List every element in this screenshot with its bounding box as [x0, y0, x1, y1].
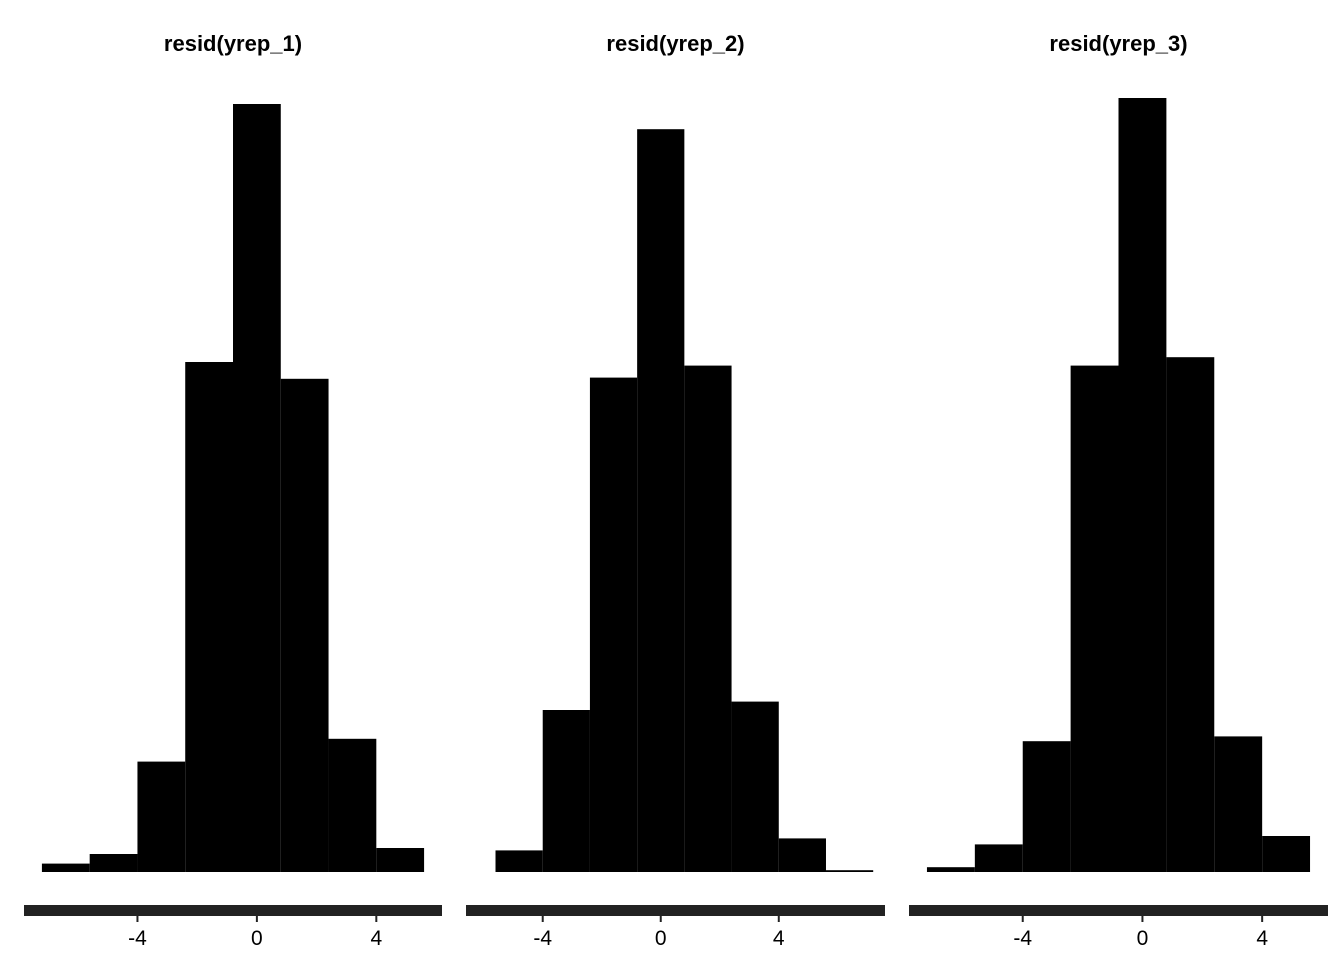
histogram-bar	[926, 867, 975, 872]
x-tick-label: -4	[533, 927, 552, 950]
x-axis-line	[909, 905, 1328, 916]
histogram-bar	[1022, 741, 1071, 872]
histogram-bar	[376, 848, 425, 872]
histogram-bar	[233, 104, 281, 872]
histogram-bar	[778, 838, 826, 872]
x-tick-label: 4	[1256, 927, 1268, 950]
histogram-bar	[974, 844, 1023, 872]
x-tick-label: 4	[773, 927, 785, 950]
histogram-bar	[637, 129, 685, 872]
histogram-bar	[41, 863, 90, 872]
histogram-bar	[731, 701, 779, 872]
panel-title: resid(yrep_2)	[606, 31, 744, 56]
histogram-bar	[1262, 836, 1311, 872]
histogram-bar	[589, 377, 638, 872]
histogram-bar	[1166, 357, 1215, 872]
histogram-bar	[825, 870, 874, 872]
histogram-bar	[328, 738, 377, 872]
histogram-bar	[280, 378, 329, 872]
x-tick-label: -4	[128, 927, 147, 950]
x-axis-line	[24, 905, 442, 916]
histogram-bar	[1118, 98, 1167, 872]
histogram-bar	[1070, 365, 1119, 872]
histogram-bar	[684, 365, 732, 872]
panel-title: resid(yrep_1)	[164, 31, 302, 56]
x-tick-label: 4	[370, 927, 382, 950]
x-tick-label: 0	[655, 927, 667, 950]
histogram-bar	[1214, 736, 1263, 872]
histogram-bar	[137, 761, 186, 872]
x-tick-label: 0	[251, 927, 263, 950]
x-tick-label: 0	[1137, 927, 1149, 950]
x-axis-line	[466, 905, 885, 916]
histogram-bar	[542, 710, 590, 872]
panel-1: resid(yrep_1) -4 0 4	[24, 31, 442, 950]
histogram-bar	[185, 362, 233, 872]
histogram-bar	[89, 854, 138, 872]
x-tick-label: -4	[1013, 927, 1032, 950]
panel-title: resid(yrep_3)	[1049, 31, 1187, 56]
panel-3: resid(yrep_3) -4 0 4	[909, 31, 1328, 950]
histogram-bar	[495, 850, 543, 872]
panel-2: resid(yrep_2) -4 0 4	[466, 31, 885, 950]
